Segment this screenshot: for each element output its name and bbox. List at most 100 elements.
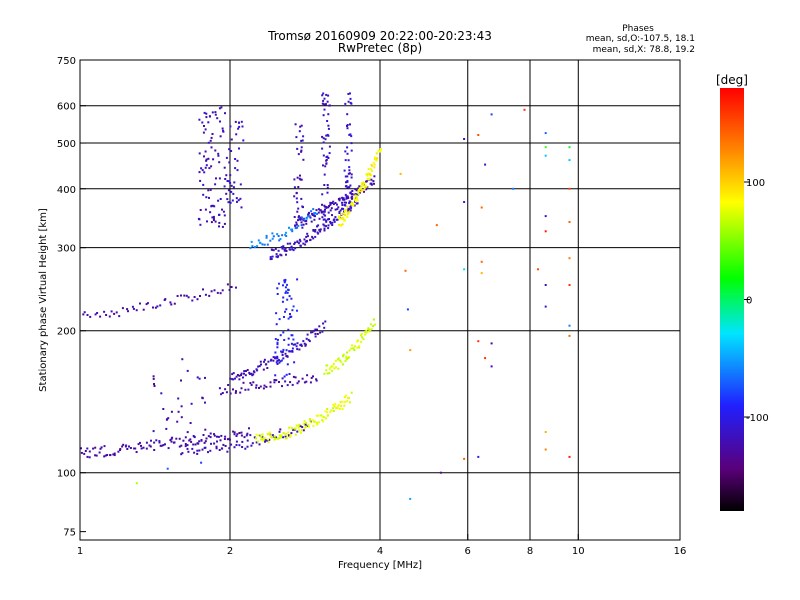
scatter-point	[348, 397, 350, 399]
scatter-point	[305, 217, 308, 220]
scatter-point	[305, 421, 308, 424]
scatter-point	[351, 197, 353, 200]
scatter-point	[302, 340, 305, 343]
scatter-point	[300, 216, 303, 219]
scatter-point	[237, 127, 240, 130]
scatter-point	[162, 444, 165, 447]
scatter-point	[210, 165, 213, 168]
scatter-point	[343, 198, 346, 201]
scatter-point	[298, 423, 301, 426]
scatter-point	[213, 434, 216, 437]
scatter-point	[139, 302, 141, 305]
scatter-point	[239, 197, 242, 200]
scatter-point	[260, 438, 263, 441]
scatter-point	[375, 152, 378, 155]
scatter-point	[357, 192, 360, 195]
scatter-point	[152, 430, 155, 433]
scatter-point	[327, 224, 330, 227]
scatter-point	[282, 296, 285, 299]
scatter-point	[375, 159, 378, 162]
scatter-point	[220, 393, 223, 396]
scatter-point	[288, 350, 291, 353]
scatter-point	[291, 228, 294, 231]
scatter-point	[281, 234, 284, 237]
scatter-point	[360, 182, 363, 185]
scatter-point	[278, 239, 281, 242]
scatter-point	[281, 354, 284, 356]
scatter-point	[273, 379, 276, 381]
scatter-point	[289, 228, 292, 231]
x-axis-label: Frequency [MHz]	[338, 560, 422, 571]
scatter-point	[281, 300, 284, 303]
scatter-point	[301, 226, 304, 229]
scatter-point	[348, 211, 351, 214]
scatter-point	[544, 132, 547, 135]
scatter-point	[86, 447, 89, 450]
scatter-point	[181, 358, 184, 361]
scatter-point	[211, 216, 214, 219]
scatter-point	[362, 183, 365, 186]
scatter-point	[314, 215, 316, 218]
scatter-point	[103, 445, 106, 448]
scatter-point	[324, 208, 326, 211]
scatter-point	[285, 235, 288, 237]
scatter-point	[199, 223, 202, 226]
scatter-point	[235, 375, 238, 378]
scatter-point	[219, 439, 222, 442]
scatter-point	[232, 192, 235, 195]
scatter-point	[365, 180, 368, 183]
scatter-point	[200, 439, 203, 441]
scatter-point	[306, 374, 309, 377]
scatter-point	[255, 384, 258, 387]
scatter-point	[229, 201, 232, 204]
scatter-point	[358, 346, 361, 349]
scatter-point	[287, 337, 290, 340]
scatter-point	[322, 114, 325, 117]
scatter-point	[306, 239, 308, 242]
scatter-point	[312, 425, 315, 427]
scatter-point	[321, 94, 324, 97]
scatter-point	[282, 245, 285, 248]
scatter-point	[324, 214, 327, 217]
scatter-point	[374, 323, 376, 326]
scatter-point	[269, 256, 272, 259]
scatter-point	[355, 197, 358, 200]
scatter-point	[103, 310, 106, 313]
scatter-point	[249, 382, 252, 384]
scatter-point	[358, 345, 361, 348]
scatter-point	[321, 415, 324, 418]
scatter-point	[84, 450, 87, 452]
scatter-point	[176, 420, 179, 423]
scatter-point	[221, 208, 223, 211]
scatter-point	[272, 359, 275, 362]
scatter-point	[289, 242, 292, 245]
scatter-point	[201, 121, 204, 124]
scatter-point	[323, 372, 326, 375]
scatter-point	[326, 414, 329, 417]
scatter-point	[263, 358, 266, 361]
scatter-point	[347, 197, 350, 199]
scatter-point	[296, 430, 299, 433]
scatter-point	[287, 289, 290, 291]
scatter-point	[275, 255, 278, 258]
scatter-point	[365, 331, 368, 334]
scatter-point	[267, 360, 270, 363]
scatter-point	[269, 258, 272, 261]
scatter-point	[286, 242, 289, 245]
scatter-point	[326, 133, 329, 136]
scatter-point	[220, 434, 223, 437]
scatter-point	[226, 198, 229, 201]
scatter-point	[343, 401, 346, 403]
scatter-point	[302, 223, 305, 226]
scatter-point	[267, 438, 269, 441]
scatter-point	[233, 431, 236, 434]
scatter-point	[362, 338, 365, 341]
scatter-point	[304, 243, 307, 246]
scatter-point	[348, 186, 351, 189]
scatter-point	[184, 445, 187, 448]
scatter-point	[249, 434, 252, 437]
scatter-point	[284, 432, 287, 435]
scatter-point	[135, 482, 138, 485]
scatter-point	[314, 235, 317, 238]
scatter-point	[222, 443, 225, 446]
